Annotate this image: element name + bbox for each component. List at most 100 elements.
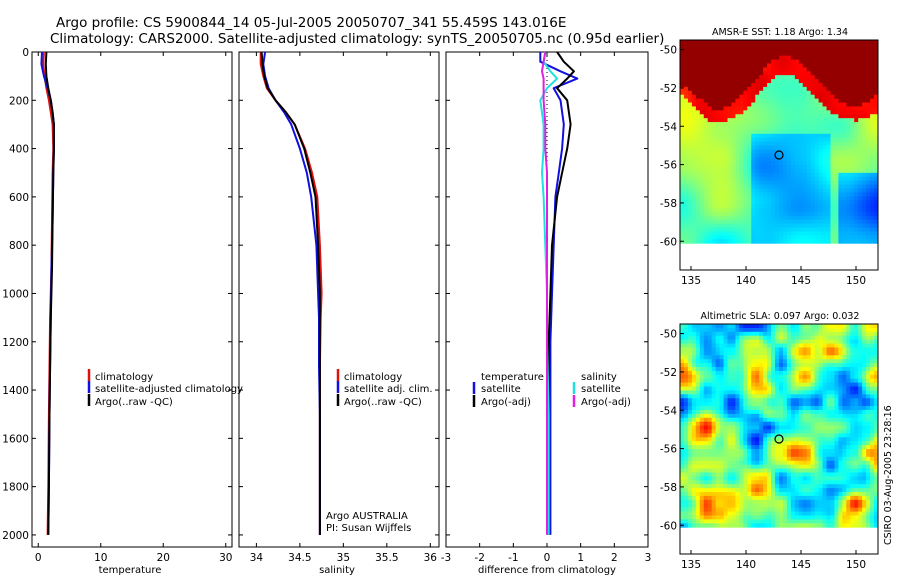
- heatmap-cell: [743, 409, 748, 415]
- heatmap-cell: [727, 503, 732, 509]
- heatmap-cell: [763, 145, 768, 150]
- heatmap-cell: [743, 363, 748, 368]
- heatmap-cell: [870, 192, 875, 197]
- heatmap-cell: [790, 176, 796, 182]
- heatmap-cell: [790, 386, 796, 391]
- heatmap-cell: [743, 196, 748, 201]
- heatmap-cell: [822, 351, 828, 356]
- heatmap-cell: [715, 110, 721, 115]
- heatmap-cell: [767, 421, 772, 427]
- heatmap-cell: [850, 47, 855, 53]
- heatmap-cell: [687, 335, 693, 341]
- heatmap-cell: [779, 55, 784, 61]
- heatmap-cell: [715, 165, 721, 170]
- heatmap-cell: [794, 324, 800, 329]
- heatmap-cell: [822, 449, 828, 454]
- heatmap-cell: [739, 59, 744, 64]
- heatmap-cell: [822, 102, 828, 107]
- heatmap-cell: [707, 523, 713, 528]
- heatmap-cell: [767, 165, 772, 170]
- heatmap-cell: [727, 386, 732, 391]
- heatmap-cell: [707, 168, 713, 174]
- heatmap-cell: [786, 488, 792, 493]
- heatmap-cell: [719, 133, 725, 139]
- heatmap-cell: [727, 86, 732, 92]
- heatmap-cell: [822, 343, 828, 348]
- heatmap-cell: [759, 437, 764, 442]
- heatmap-cell: [680, 114, 685, 119]
- heatmap-cell: [763, 157, 768, 162]
- heatmap-cell: [751, 161, 756, 166]
- heatmap-cell: [683, 231, 689, 236]
- heatmap-cell: [763, 71, 768, 76]
- heatmap-cell: [838, 219, 843, 225]
- heatmap-cell: [735, 480, 740, 485]
- heatmap-cell: [687, 324, 693, 329]
- heatmap-cell: [683, 499, 689, 505]
- heatmap-cell: [874, 172, 879, 178]
- heatmap-cell: [798, 172, 804, 178]
- heatmap-cell: [723, 503, 729, 509]
- heatmap-cell: [719, 118, 725, 123]
- heatmap-cell: [755, 413, 760, 419]
- heatmap-cell: [798, 75, 804, 80]
- heatmap-cell: [822, 378, 828, 384]
- heatmap-cell: [814, 370, 820, 376]
- heatmap-cell: [806, 43, 812, 49]
- heatmap-cell: [806, 441, 812, 446]
- heatmap-cell: [715, 429, 721, 434]
- heatmap-cell: [802, 106, 808, 111]
- heatmap-cell: [687, 137, 693, 143]
- heatmap-cell: [842, 441, 847, 446]
- heatmap-cell: [719, 43, 725, 49]
- heatmap-cell: [743, 47, 748, 53]
- heatmap-cell: [699, 445, 705, 450]
- heatmap-cell: [818, 141, 824, 146]
- heatmap-cell: [743, 355, 748, 360]
- heatmap-cell: [687, 176, 693, 182]
- heatmap-cell: [786, 40, 792, 45]
- heatmap-cell: [707, 71, 713, 76]
- heatmap-cell: [862, 86, 867, 92]
- heatmap-cell: [786, 480, 792, 485]
- heatmap-cell: [691, 449, 697, 454]
- heatmap-cell: [683, 82, 689, 88]
- heatmap-cell: [683, 406, 689, 411]
- heatmap-cell: [691, 488, 697, 493]
- heatmap-cell: [707, 386, 713, 391]
- heatmap-cell: [763, 168, 768, 174]
- heatmap-cell: [687, 129, 693, 135]
- heatmap-cell: [794, 523, 800, 528]
- heatmap-cell: [695, 165, 701, 170]
- heatmap-cell: [862, 157, 867, 162]
- heatmap-cell: [695, 409, 701, 415]
- heatmap-cell: [755, 370, 760, 376]
- heatmap-cell: [747, 141, 752, 146]
- heatmap-cell: [755, 59, 760, 64]
- heatmap-cell: [695, 161, 701, 166]
- heatmap-cell: [779, 503, 784, 509]
- heatmap-cell: [711, 157, 717, 162]
- heatmap-cell: [854, 188, 859, 193]
- heatmap-cell: [862, 114, 867, 119]
- heatmap-cell: [739, 519, 744, 524]
- heatmap-cell: [731, 118, 736, 123]
- heatmap-cell: [683, 204, 689, 209]
- heatmap-cell: [810, 324, 816, 329]
- heatmap-cells: [680, 40, 879, 244]
- legend-label-satellite: satellite adj. clim.: [344, 384, 433, 395]
- heatmap-cell: [798, 133, 804, 139]
- heatmap-cell: [747, 464, 752, 470]
- heatmap-cell: [743, 472, 748, 477]
- heatmap-cell: [751, 75, 756, 80]
- heatmap-cell: [695, 324, 701, 329]
- heatmap-cell: [838, 433, 843, 438]
- heatmap-cell: [743, 488, 748, 493]
- heatmap-cell: [850, 86, 855, 92]
- heatmap-cell: [802, 211, 808, 217]
- heatmap-cell: [680, 188, 685, 193]
- heatmap-cell: [826, 55, 831, 61]
- heatmap-cell: [818, 161, 824, 166]
- heatmap-cell: [775, 499, 780, 505]
- x-tick-label: 0: [544, 552, 551, 564]
